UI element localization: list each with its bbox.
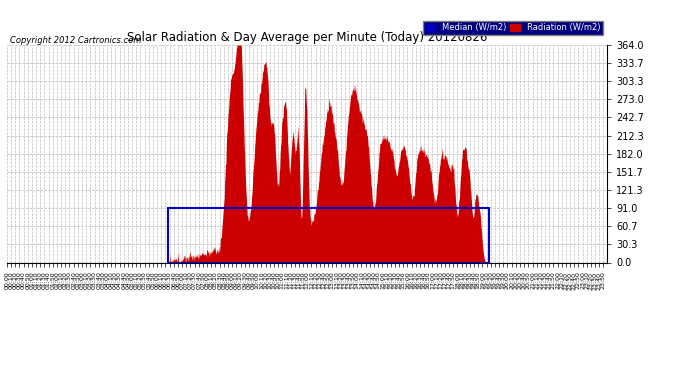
Text: Copyright 2012 Cartronics.com: Copyright 2012 Cartronics.com (10, 36, 141, 45)
Title: Solar Radiation & Day Average per Minute (Today) 20120826: Solar Radiation & Day Average per Minute… (127, 31, 487, 44)
Legend: Median (W/m2), Radiation (W/m2): Median (W/m2), Radiation (W/m2) (423, 21, 603, 35)
Bar (168, 208, 489, 262)
